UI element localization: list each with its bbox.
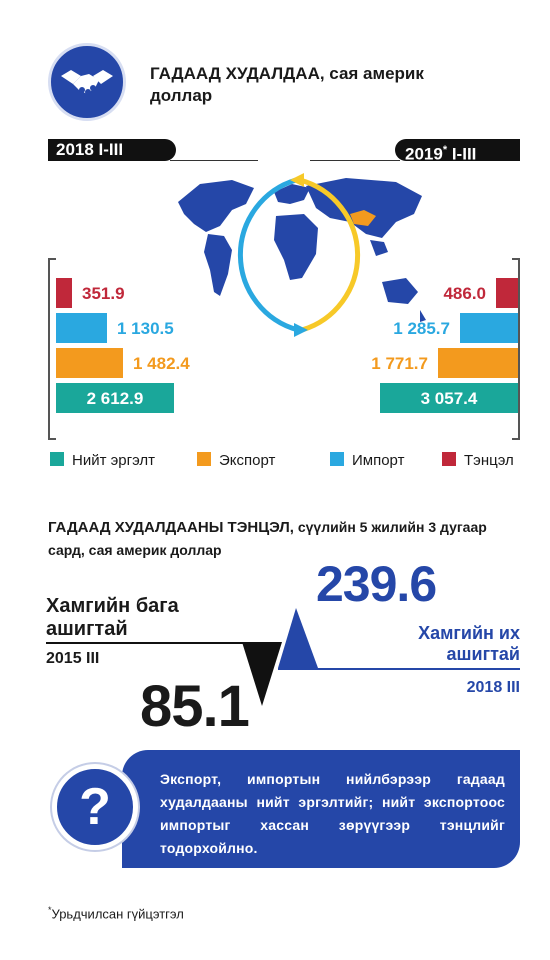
divider-left	[170, 160, 258, 161]
bar-left-total	[56, 383, 174, 413]
bar-label-left-import: 1 130.5	[117, 319, 174, 338]
max-value: 239.6	[316, 556, 437, 612]
legend-swatch-export	[197, 452, 211, 466]
footnote-text: Урьдчилсан гүйцэтгэл	[51, 906, 184, 922]
world-map-graphic	[178, 173, 426, 337]
info-box	[122, 750, 520, 868]
legend-balance: Тэнцэл	[442, 452, 514, 469]
legend-label-export: Экспорт	[219, 452, 276, 469]
bar-right-export	[438, 348, 518, 378]
page-title: ГАДААД ХУДАЛДАА, сая америк доллар	[150, 63, 490, 107]
min-label-line2: ашигтай	[46, 618, 128, 640]
min-baseline	[46, 642, 278, 644]
max-label: Хамгийн их ашигтай	[360, 623, 520, 665]
handshake-icon	[61, 70, 113, 95]
footnote: *Урьдчилсан гүйцэтгэл	[48, 905, 184, 921]
bar-label-left-total: 2 612.9	[86, 389, 144, 408]
max-label-line2: ашигтай	[446, 644, 520, 664]
balance-title: ГАДААД ХУДАЛДААНЫ ТЭНЦЭЛ, сүүлийн 5 жили…	[48, 516, 518, 562]
min-label: Хамгийн бага ашигтай	[46, 595, 179, 641]
title-unit: сая америк доллар	[150, 64, 424, 105]
question-icon: ?	[52, 764, 138, 850]
title-text: ГАДААД ХУДАЛДАА,	[150, 64, 325, 83]
info-text: Экспорт, импортын нийлбэрээр гадаад худа…	[160, 771, 505, 856]
period-left-label: 2018 I-III	[48, 139, 176, 161]
period-right-year: 2019	[405, 144, 443, 164]
divider-right	[310, 160, 400, 161]
min-label-line1: Хамгийн бага	[46, 595, 179, 617]
bar-label-left-export: 1 482.4	[133, 354, 190, 373]
bar-left-export	[56, 348, 123, 378]
footnote-marker: *	[48, 905, 52, 915]
legend-import: Импорт	[330, 452, 404, 469]
legend-swatch-total	[50, 452, 64, 466]
bar-label-left-balance: 351.9	[82, 284, 125, 303]
bar-left-balance	[56, 278, 72, 308]
bar-label-right-total: 3 057.4	[420, 389, 478, 408]
legend-label-total: Нийт эргэлт	[72, 452, 156, 469]
legend-swatch-balance	[442, 452, 456, 466]
chart-right-frame	[512, 258, 520, 440]
legend-label-import: Импорт	[352, 452, 405, 469]
bar-label-right-export: 1 771.7	[371, 354, 428, 373]
bar-right-import	[460, 313, 518, 343]
period-right-marker: *	[442, 144, 448, 156]
min-year: 2015 III	[46, 650, 100, 667]
balance-title-main: ГАДААД ХУДАЛДААНЫ ТЭНЦЭЛ,	[48, 519, 294, 536]
bar-left-import	[56, 313, 107, 343]
mongolia-highlight	[350, 210, 376, 226]
period-right-label: 2019* I-III	[395, 139, 520, 164]
max-year: 2018 III	[466, 679, 520, 696]
min-max-triangles	[242, 608, 318, 706]
legend-swatch-import	[330, 452, 344, 466]
handshake-logo	[48, 43, 126, 121]
legend-export: Экспорт	[197, 452, 275, 469]
period-right-suffix: I-III	[447, 144, 477, 164]
chart-left-frame	[48, 258, 56, 440]
min-value: 85.1	[140, 674, 250, 739]
max-label-line1: Хамгийн их	[418, 623, 520, 643]
bar-right-total	[380, 383, 518, 413]
legend-total: Нийт эргэлт	[50, 452, 155, 469]
legend-label-balance: Тэнцэл	[464, 452, 514, 469]
max-baseline	[278, 668, 520, 670]
max-triangle	[278, 608, 318, 668]
balance-title-rest: сүүлийн 5 жилийн 3 дугаар сард, сая амер…	[48, 519, 487, 558]
min-triangle	[242, 642, 282, 706]
